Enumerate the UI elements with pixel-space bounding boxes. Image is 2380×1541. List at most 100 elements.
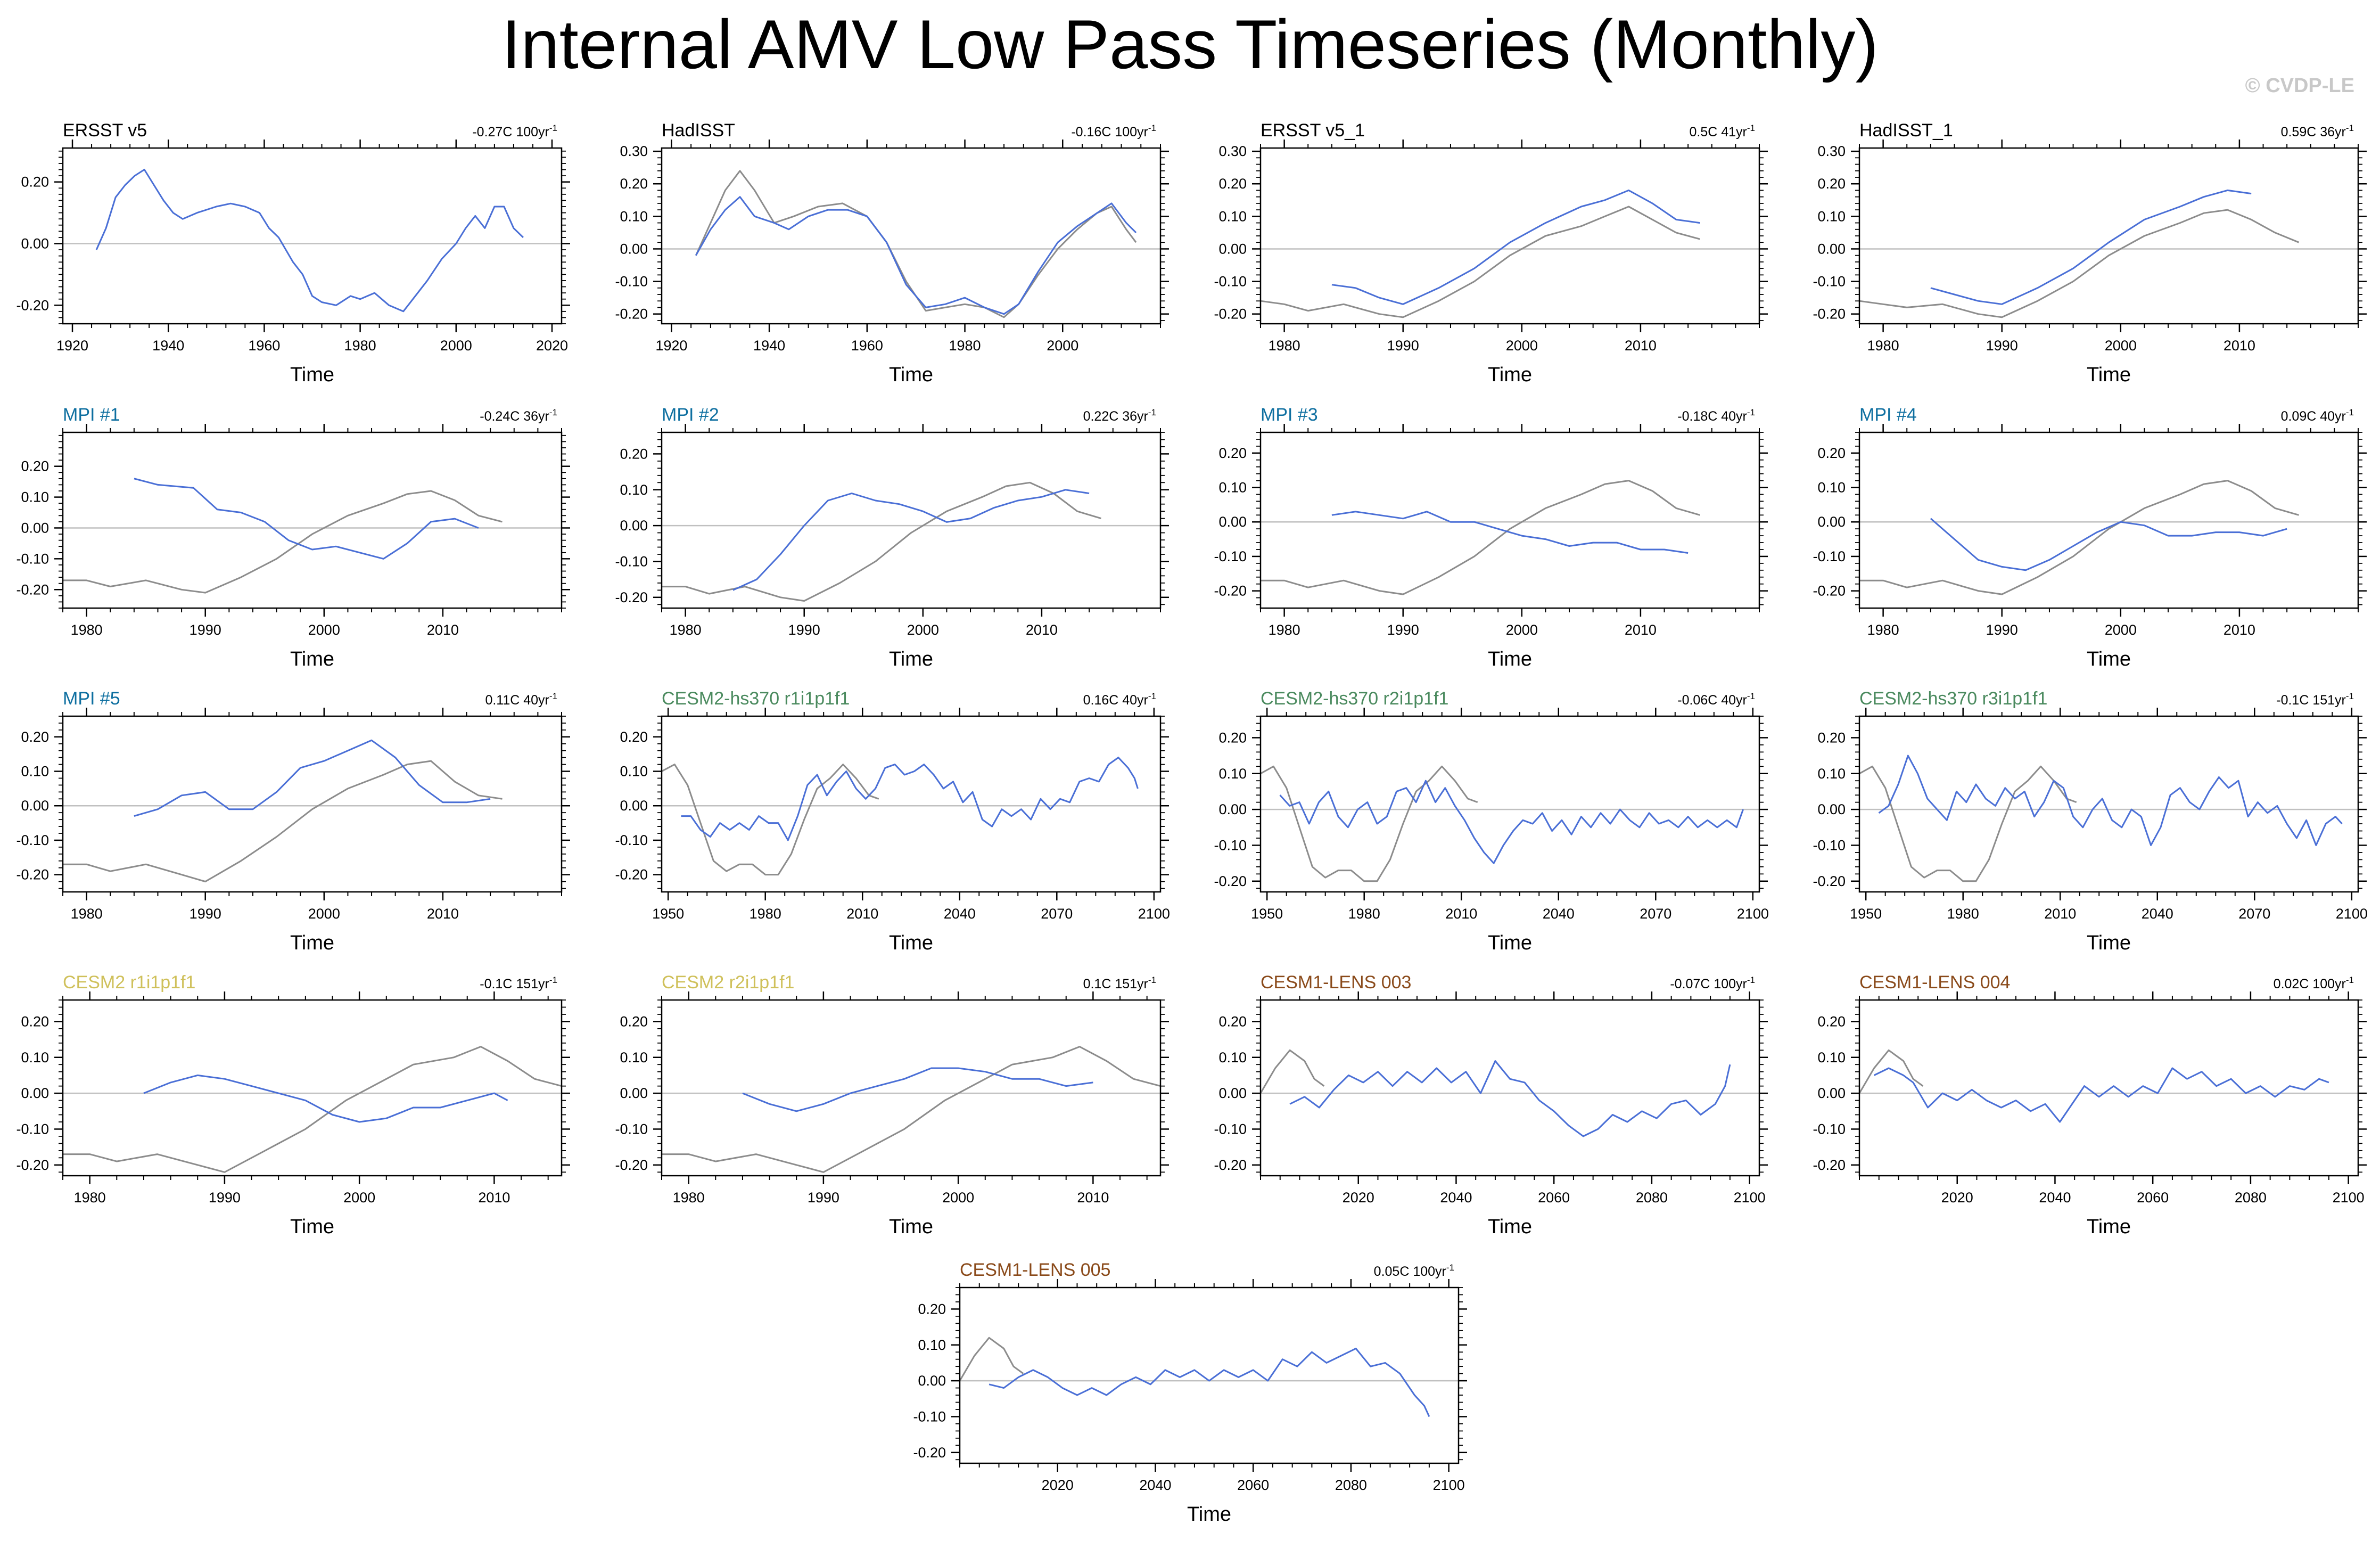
obs-series-line (1859, 480, 2299, 595)
x-tick-label: 1980 (1269, 622, 1300, 638)
y-tick-label: 0.00 (620, 518, 648, 534)
model-series-line (742, 1067, 1093, 1112)
panel-4: HadISST_1 0.59C 36yr-1 1980 1990 2000 2010 -0.… (1813, 120, 2367, 386)
x-tick-label: 2000 (440, 338, 472, 354)
y-tick-label: -0.20 (1813, 583, 1846, 599)
x-tick-label: 2060 (2137, 1190, 2169, 1206)
y-tick-label: -0.20 (1214, 583, 1247, 599)
x-tick-label: 2020 (1042, 1477, 1074, 1493)
x-tick-label: 2000 (907, 622, 939, 638)
y-tick-label: -0.10 (1813, 1121, 1846, 1137)
y-tick-label: 0.20 (918, 1301, 946, 1317)
y-tick-label: -0.20 (16, 867, 49, 883)
y-tick-label: 0.20 (1817, 445, 1846, 461)
model-series-line (732, 489, 1090, 591)
x-tick-label: 1980 (344, 338, 376, 354)
trend-label: 0.16C 40yr-1 (1083, 691, 1156, 708)
model-series-line (1331, 189, 1700, 305)
x-tick-label: 2000 (1506, 622, 1538, 638)
obs-series-line (1859, 765, 2077, 882)
model-series-line (1289, 1060, 1731, 1137)
y-tick-label: 0.10 (620, 208, 648, 224)
plot-frame (661, 431, 1162, 609)
panel-10: CESM2-hs370 r1i1p1f1 0.16C 40yr-1 1950 1980… (615, 688, 1170, 954)
obs-series-line (662, 481, 1101, 602)
y-tick-label: -0.10 (1813, 274, 1846, 290)
x-tick-label: 2020 (1941, 1190, 1973, 1206)
y-tick-label: -0.10 (1813, 548, 1846, 564)
x-tick-label: 2010 (427, 622, 459, 638)
x-tick-label: 1980 (1867, 338, 1899, 354)
y-tick-label: 0.10 (21, 764, 49, 780)
x-tick-label: 1980 (670, 622, 702, 638)
y-tick-label: -0.20 (1214, 1157, 1247, 1173)
y-tick-label: 0.20 (1218, 1013, 1247, 1029)
x-tick-label: 2010 (1625, 622, 1657, 638)
panel-title: MPI #1 (63, 405, 120, 425)
trend-label: -0.1C 151yr-1 (480, 975, 557, 991)
x-tick-label: 1980 (71, 622, 103, 638)
trend-label: 0.5C 41yr-1 (1689, 123, 1755, 140)
y-tick-label: -0.20 (615, 867, 648, 883)
x-tick-label: 2000 (2105, 622, 2137, 638)
page-title: Internal AMV Low Pass Timeseries (Monthl… (501, 5, 1879, 83)
x-tick-label: 2040 (2039, 1190, 2071, 1206)
x-tick-label: 2000 (942, 1190, 974, 1206)
plot-frame (62, 715, 563, 893)
panel-title: ERSST v5 (63, 120, 147, 141)
y-tick-label: 0.10 (1817, 766, 1846, 782)
x-tick-label: 1950 (1251, 906, 1283, 922)
x-tick-label: 1980 (1867, 622, 1899, 638)
trend-label: 0.59C 36yr-1 (2281, 123, 2354, 140)
x-tick-label: 2040 (2142, 906, 2173, 922)
y-tick-label: 0.20 (1218, 445, 1247, 461)
panel-title: MPI #3 (1261, 405, 1318, 425)
x-tick-label: 2060 (1538, 1190, 1570, 1206)
model-series-line (989, 1348, 1430, 1417)
y-tick-label: -0.10 (615, 1121, 648, 1137)
y-tick-label: 0.00 (1218, 514, 1247, 530)
x-tick-label: 2000 (2105, 338, 2137, 354)
y-tick-label: 0.10 (1817, 208, 1846, 224)
plot-frame (1259, 431, 1760, 609)
x-tick-label: 2010 (1445, 906, 1477, 922)
y-tick-label: -0.20 (913, 1445, 946, 1461)
x-tick-label: 1990 (209, 1190, 241, 1206)
trend-label: 0.09C 40yr-1 (2281, 407, 2354, 424)
trend-label: -0.1C 151yr-1 (2276, 691, 2354, 708)
panel-title: HadISST (662, 120, 735, 141)
y-tick-label: -0.20 (1214, 306, 1247, 322)
x-tick-label: 1990 (1986, 622, 2018, 638)
x-tick-label: 2100 (1433, 1477, 1465, 1493)
x-tick-label: 2010 (2044, 906, 2076, 922)
y-tick-label: 0.10 (21, 489, 49, 505)
panel-title: CESM2-hs370 r1i1p1f1 (662, 688, 850, 709)
y-tick-label: -0.10 (1214, 274, 1247, 290)
x-tick-label: 1940 (152, 338, 184, 354)
obs-series-line (1260, 765, 1478, 882)
trend-label: 0.22C 36yr-1 (1083, 407, 1156, 424)
x-tick-label: 2000 (1506, 338, 1538, 354)
y-tick-label: 0.10 (1218, 208, 1247, 224)
y-tick-label: 0.20 (21, 1013, 49, 1029)
panel-title: CESM2 r1i1p1f1 (63, 972, 195, 993)
x-tick-label: 2000 (308, 906, 340, 922)
trend-label: -0.24C 36yr-1 (480, 407, 557, 424)
y-tick-label: 0.20 (21, 174, 49, 190)
plot-frame (959, 1286, 1460, 1464)
y-tick-label: 0.20 (1218, 729, 1247, 745)
model-series-line (1930, 518, 2287, 571)
x-tick-label: 2100 (2336, 906, 2368, 922)
y-tick-label: -0.20 (1813, 306, 1846, 322)
x-tick-label: 2100 (1737, 906, 1769, 922)
x-tick-label: 1980 (673, 1190, 705, 1206)
y-tick-label: 0.20 (1218, 176, 1247, 192)
x-tick-label: 1990 (788, 622, 820, 638)
x-tick-label: 1980 (71, 906, 103, 922)
model-series-line (1873, 1067, 2329, 1123)
plot-frame (1259, 999, 1760, 1177)
panel-13: CESM2 r1i1p1f1 -0.1C 151yr-1 1980 1990 2000 2… (16, 972, 570, 1238)
obs-series-line (695, 170, 1137, 318)
x-tick-label: 2000 (1047, 338, 1078, 354)
obs-series-line (1261, 480, 1700, 595)
